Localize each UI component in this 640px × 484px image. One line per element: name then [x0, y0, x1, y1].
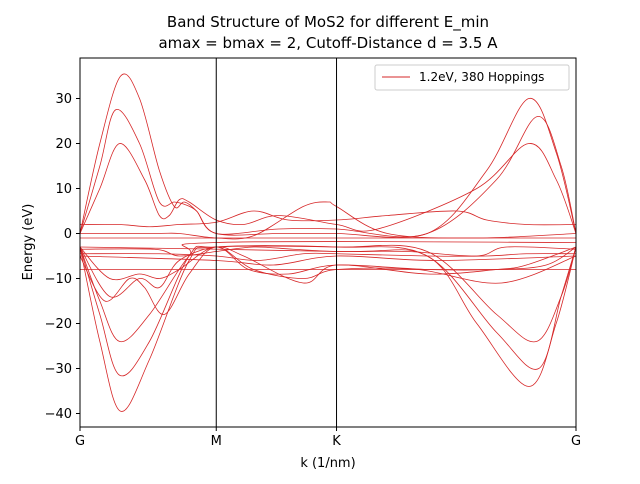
y-tick-label-4: −10 [45, 272, 72, 287]
band-line-13 [79, 241, 577, 342]
band-line-3 [79, 210, 577, 228]
band-line-15 [79, 245, 577, 412]
band-line-12 [79, 246, 577, 315]
chart-title-line1: Band Structure of MoS2 for different E_m… [167, 13, 489, 32]
y-tick-label-2: 10 [55, 182, 72, 197]
y-tick-label-5: −20 [45, 317, 72, 332]
x-tick-label-2: K [332, 434, 341, 449]
y-tick-label-3: 0 [64, 227, 72, 242]
band-line-16 [79, 246, 577, 387]
band-line-7 [79, 252, 577, 261]
band-line-14 [79, 244, 577, 377]
y-axis-label: Energy (eV) [21, 204, 36, 281]
band-line-11 [79, 246, 577, 298]
ticks-layer: G M K G 30 20 10 0 −10 −20 −30 −40 [45, 92, 581, 449]
plot-frame [79, 57, 577, 428]
x-tick-label-0: G [75, 434, 85, 449]
band-line-8 [79, 255, 577, 266]
legend: 1.2eV, 380 Hoppings [374, 64, 570, 91]
x-tick-label-3: G [571, 434, 581, 449]
band-line-1 [79, 109, 577, 238]
legend-label: 1.2eV, 380 Hoppings [419, 70, 544, 84]
legend-box [374, 64, 570, 91]
x-tick-label-1: M [211, 434, 222, 449]
y-tick-label-0: 30 [55, 92, 72, 107]
y-tick-label-1: 20 [55, 137, 72, 152]
bands-layer [79, 73, 577, 412]
high-symmetry-lines [215, 58, 338, 427]
x-axis-label: k (1/nm) [300, 456, 355, 471]
y-tick-label-7: −40 [45, 407, 72, 422]
y-tick-label-6: −30 [45, 362, 72, 377]
chart-title-line2: amax = bmax = 2, Cutoff-Distance d = 3.5… [158, 34, 498, 52]
